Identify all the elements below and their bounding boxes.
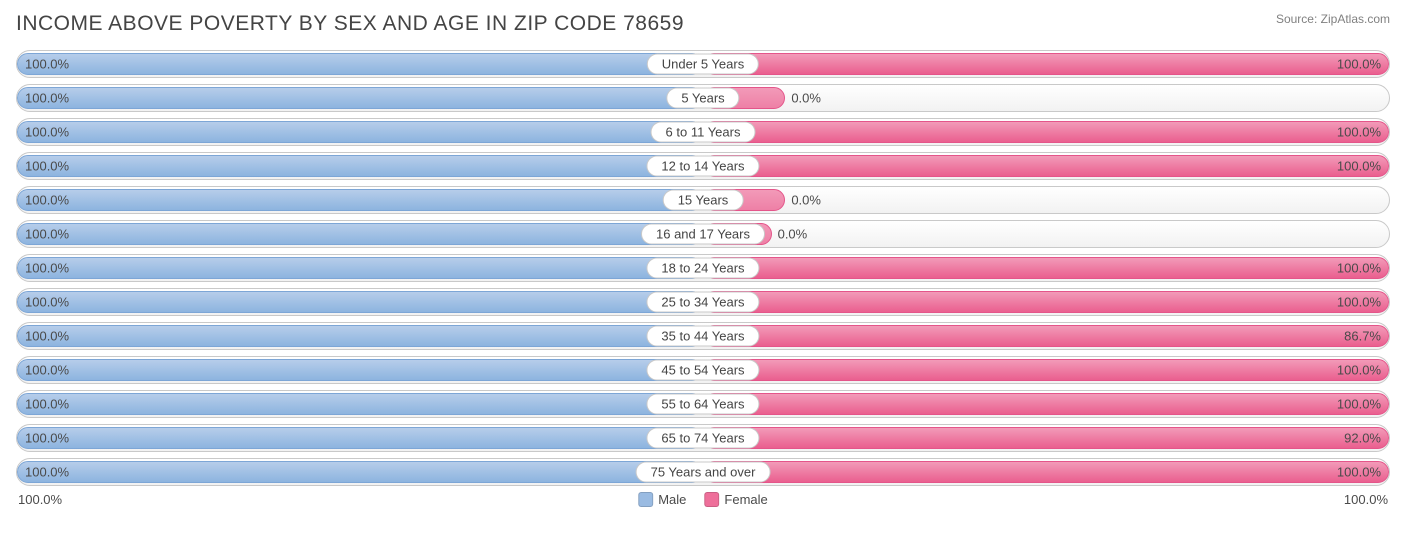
age-label: 16 and 17 Years [641,224,765,245]
age-label: 12 to 14 Years [646,156,759,177]
chart-row: 100.0% 100.0% 25 to 34 Years [16,288,1390,316]
age-label: 6 to 11 Years [651,122,756,143]
female-value: 100.0% [1337,363,1381,378]
male-value: 100.0% [25,295,69,310]
male-bar [17,427,703,449]
chart-row: 100.0% 100.0% 75 Years and over [16,458,1390,486]
chart-row: 100.0% 100.0% Under 5 Years [16,50,1390,78]
age-label: 75 Years and over [636,462,771,483]
male-bar [17,121,703,143]
chart-row: 100.0% 100.0% 6 to 11 Years [16,118,1390,146]
axis-right-label: 100.0% [1344,492,1388,507]
legend-female-label: Female [724,492,767,507]
male-value: 100.0% [25,159,69,174]
chart-source: Source: ZipAtlas.com [1276,12,1390,26]
male-swatch [638,492,653,507]
male-value: 100.0% [25,125,69,140]
male-bar [17,291,703,313]
male-bar [17,155,703,177]
male-bar [17,223,703,245]
male-bar [17,53,703,75]
chart-row: 100.0% 100.0% 18 to 24 Years [16,254,1390,282]
female-bar [703,53,1389,75]
chart-row: 100.0% 100.0% 55 to 64 Years [16,390,1390,418]
male-value: 100.0% [25,193,69,208]
chart-row: 100.0% 86.7% 35 to 44 Years [16,322,1390,350]
female-bar [703,461,1389,483]
age-label: 18 to 24 Years [646,258,759,279]
legend: Male Female [638,492,768,507]
chart-row: 100.0% 0.0% 16 and 17 Years [16,220,1390,248]
age-label: 55 to 64 Years [646,394,759,415]
age-label: 35 to 44 Years [646,326,759,347]
chart-title: INCOME ABOVE POVERTY BY SEX AND AGE IN Z… [16,12,684,36]
female-bar [703,257,1389,279]
female-value: 0.0% [791,193,821,208]
female-value: 86.7% [1344,329,1381,344]
female-bar [703,359,1389,381]
female-value: 100.0% [1337,125,1381,140]
female-value: 100.0% [1337,57,1381,72]
x-axis: 100.0% Male Female 100.0% [16,492,1390,514]
female-bar [703,121,1389,143]
chart-row: 100.0% 100.0% 12 to 14 Years [16,152,1390,180]
age-label: 25 to 34 Years [646,292,759,313]
female-bar [703,393,1389,415]
male-value: 100.0% [25,431,69,446]
female-swatch [704,492,719,507]
diverging-bar-chart: 100.0% 100.0% Under 5 Years 100.0% 0.0% 5 Yea… [16,50,1390,486]
chart-row: 100.0% 92.0% 65 to 74 Years [16,424,1390,452]
male-value: 100.0% [25,397,69,412]
female-value: 92.0% [1344,431,1381,446]
age-label: 45 to 54 Years [646,360,759,381]
legend-female: Female [704,492,767,507]
male-bar [17,359,703,381]
male-value: 100.0% [25,261,69,276]
female-value: 100.0% [1337,295,1381,310]
male-bar [17,257,703,279]
female-value: 0.0% [778,227,808,242]
female-value: 100.0% [1337,159,1381,174]
legend-male: Male [638,492,686,507]
female-bar [703,155,1389,177]
age-label: 5 Years [666,88,739,109]
male-value: 100.0% [25,57,69,72]
female-value: 100.0% [1337,397,1381,412]
legend-male-label: Male [658,492,686,507]
male-bar [17,325,703,347]
female-value: 0.0% [791,91,821,106]
female-bar [703,325,1389,347]
female-value: 100.0% [1337,261,1381,276]
male-value: 100.0% [25,227,69,242]
male-bar [17,189,703,211]
axis-left-label: 100.0% [18,492,62,507]
age-label: Under 5 Years [647,54,759,75]
chart-row: 100.0% 0.0% 15 Years [16,186,1390,214]
male-value: 100.0% [25,91,69,106]
male-value: 100.0% [25,329,69,344]
male-bar [17,461,703,483]
male-bar [17,87,703,109]
male-value: 100.0% [25,363,69,378]
age-label: 15 Years [663,190,744,211]
chart-row: 100.0% 100.0% 45 to 54 Years [16,356,1390,384]
female-bar [703,427,1389,449]
female-value: 100.0% [1337,465,1381,480]
age-label: 65 to 74 Years [646,428,759,449]
chart-header: INCOME ABOVE POVERTY BY SEX AND AGE IN Z… [16,12,1390,36]
chart-row: 100.0% 0.0% 5 Years [16,84,1390,112]
male-value: 100.0% [25,465,69,480]
male-bar [17,393,703,415]
female-bar [703,291,1389,313]
